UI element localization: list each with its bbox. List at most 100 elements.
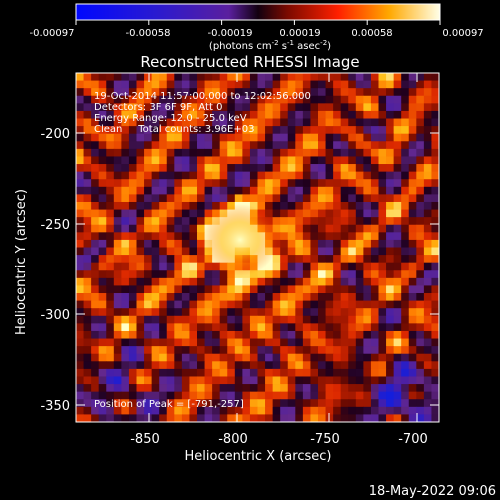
heatmap-cell — [166, 171, 175, 180]
heatmap-cell — [174, 247, 183, 256]
heatmap-cell — [159, 285, 168, 294]
heatmap-cell — [386, 323, 395, 332]
heatmap-cell — [159, 399, 168, 408]
heatmap-cell — [227, 323, 236, 332]
heatmap-cell — [272, 323, 281, 332]
heatmap-cell — [302, 73, 311, 81]
heatmap-cell — [408, 247, 417, 256]
heatmap-cell — [423, 239, 432, 248]
heatmap-cell — [340, 164, 349, 173]
heatmap-cell — [128, 239, 137, 248]
heatmap-cell — [272, 399, 281, 408]
heatmap-cell — [219, 293, 228, 302]
heatmap-cell — [272, 148, 281, 157]
heatmap-cell — [91, 103, 100, 112]
heatmap-cell — [98, 110, 107, 119]
heatmap-cell — [227, 361, 236, 370]
heatmap-cell — [151, 361, 160, 370]
heatmap-cell — [272, 179, 281, 188]
heatmap-cell — [370, 277, 379, 286]
heatmap-cell — [136, 308, 145, 317]
heatmap-cell — [234, 376, 243, 385]
heatmap-cell — [370, 80, 379, 89]
heatmap-cell — [318, 338, 326, 347]
heatmap-cell — [83, 186, 92, 195]
heatmap-cell — [249, 133, 258, 142]
heatmap-cell — [212, 133, 221, 142]
heatmap-cell — [189, 110, 198, 119]
heatmap-cell — [416, 293, 425, 302]
heatmap-cell — [431, 88, 440, 97]
heatmap-cell — [431, 368, 440, 377]
heatmap-cell — [181, 209, 190, 218]
heatmap-cell — [280, 368, 289, 377]
heatmap-cell — [219, 103, 228, 112]
heatmap-cell — [219, 399, 228, 408]
heatmap-cell — [219, 141, 228, 150]
heatmap-cell — [234, 315, 243, 324]
heatmap-cell — [219, 164, 228, 173]
heatmap-cell — [197, 156, 205, 165]
heatmap-cell — [416, 103, 425, 112]
heatmap-cell — [333, 201, 342, 210]
heatmap-cell — [144, 88, 153, 97]
heatmap-cell — [204, 300, 213, 309]
heatmap-cell — [144, 118, 153, 127]
heatmap-cell — [363, 255, 372, 264]
heatmap-cell — [265, 353, 274, 362]
heatmap-cell — [370, 346, 379, 355]
heatmap-cell — [393, 323, 402, 332]
heatmap-cell — [98, 73, 107, 81]
heatmap-cell — [386, 103, 395, 112]
heatmap-cell — [136, 255, 145, 264]
heatmap-cell — [280, 171, 289, 180]
heatmap-cell — [181, 73, 190, 81]
heatmap-cell — [128, 399, 137, 408]
heatmap-cell — [121, 323, 130, 332]
x-tick-label: -700 — [398, 432, 428, 447]
heatmap-cell — [340, 277, 349, 286]
heatmap-cell — [386, 186, 395, 195]
heatmap-cell — [136, 73, 145, 81]
heatmap-cell — [370, 285, 379, 294]
heatmap-cell — [355, 118, 364, 127]
heatmap-cell — [287, 224, 296, 233]
heatmap-cell — [378, 391, 387, 400]
heatmap-cell — [121, 194, 130, 203]
heatmap-cell — [280, 346, 289, 355]
heatmap-cell — [212, 399, 221, 408]
heatmap-cell — [386, 346, 395, 355]
heatmap-cell — [98, 406, 107, 415]
heatmap-cell — [151, 308, 160, 317]
heatmap-cell — [416, 209, 425, 218]
heatmap-cell — [355, 384, 364, 393]
heatmap-cell — [113, 186, 122, 195]
heatmap-cell — [340, 346, 349, 355]
heatmap-cell — [197, 414, 205, 423]
heatmap-cell — [121, 103, 130, 112]
heatmap-cell — [295, 126, 304, 135]
heatmap-cell — [136, 247, 145, 256]
heatmap-cell — [166, 73, 175, 81]
heatmap-cell — [204, 293, 213, 302]
heatmap-cell — [386, 285, 395, 294]
heatmap-cell — [128, 95, 137, 104]
heatmap-cell — [219, 110, 228, 119]
heatmap-cell — [166, 156, 175, 165]
heatmap-cell — [265, 406, 274, 415]
heatmap-cell — [91, 171, 100, 180]
heatmap-cell — [272, 224, 281, 233]
heatmap-cell — [401, 80, 410, 89]
heatmap-cell — [249, 194, 258, 203]
heatmap-cell — [265, 80, 274, 89]
heatmap-cell — [106, 330, 115, 339]
heatmap-cell — [431, 95, 440, 104]
heatmap-cell — [219, 156, 228, 165]
heatmap-cell — [340, 262, 349, 271]
heatmap-cell — [363, 209, 372, 218]
heatmap-cell — [280, 361, 289, 370]
heatmap-cell — [325, 103, 334, 112]
heatmap-cell — [340, 80, 349, 89]
heatmap-cell — [272, 368, 281, 377]
heatmap-cell — [386, 73, 395, 81]
